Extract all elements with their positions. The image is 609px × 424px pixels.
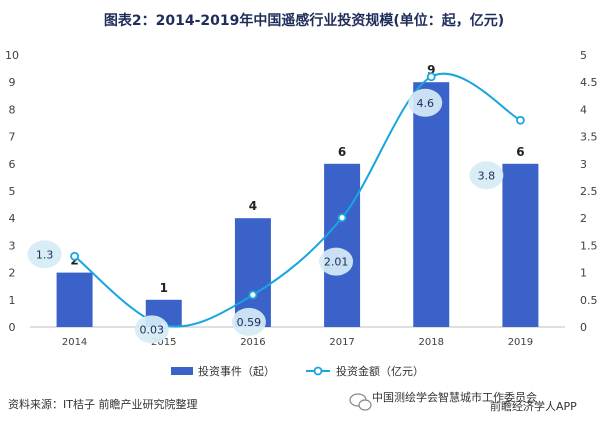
x-axis-tick: 2018 [419, 337, 444, 348]
legend-line-label: 投资金额（亿元） [336, 364, 424, 378]
right-axis-tick: 4 [580, 103, 587, 116]
left-axis-tick: 10 [5, 49, 19, 62]
left-axis-tick: 2 [9, 267, 16, 280]
line-label-bubble [408, 88, 443, 117]
bar [324, 163, 361, 327]
line-point [70, 251, 79, 261]
right-axis-tick: 1.5 [580, 239, 598, 252]
line-label-bubble [319, 247, 354, 276]
right-axis-tick: 5 [580, 49, 587, 62]
x-axis-tick: 2015 [151, 337, 176, 348]
x-axis-tick: 2017 [329, 337, 354, 348]
legend-bar-label: 投资事件（起） [198, 364, 275, 378]
right-axis-tick: 4.5 [580, 76, 598, 89]
right-axis-tick: 2.5 [580, 185, 598, 198]
bar-value-label: 6 [338, 145, 346, 159]
right-axis-tick: 0.5 [580, 294, 598, 307]
line-path [73, 72, 521, 328]
chart-title: 图表2：2014-2019年中国遥感行业投资规模(单位：起，亿元) [104, 12, 504, 29]
right-axis-tick: 2 [580, 212, 587, 225]
left-axis-tick: 9 [9, 76, 16, 89]
left-axis-tick: 0 [9, 321, 16, 334]
bar-value-label: 4 [249, 199, 257, 213]
bar-series: 214696 [56, 63, 539, 327]
line-value-label: 3.8 [478, 169, 496, 182]
x-axis-tick: 2016 [240, 337, 265, 348]
line-value-label: 2.01 [324, 256, 349, 269]
bar-value-label: 6 [516, 145, 524, 159]
bar-value-label: 1 [160, 281, 168, 295]
line-series: 1.3 0.03 0.59 2.01 4.6 3.8 [27, 72, 525, 344]
left-axis-tick: 8 [9, 103, 16, 116]
line-point [426, 72, 436, 82]
line-point [248, 290, 258, 300]
footer: 资料来源：IT桔子 前瞻产业研究院整理 中国测绘学会智慧城市工作委员会 前瞻经济… [8, 390, 577, 413]
right-axis-tick: 1 [580, 267, 587, 280]
wechat-account: 中国测绘学会智慧城市工作委员会 [372, 390, 537, 404]
source-text: 资料来源：IT桔子 前瞻产业研究院整理 [8, 397, 197, 411]
left-axis-tick: 4 [9, 212, 16, 225]
wechat-icon [349, 393, 372, 411]
line-label-bubble [231, 307, 266, 336]
line-label-bubble [27, 240, 62, 269]
legend-bar-swatch [171, 367, 193, 375]
legend: 投资事件（起） 投资金额（亿元） [171, 364, 424, 378]
bar [56, 272, 93, 327]
right-axis-tick: 3.5 [580, 131, 598, 144]
left-axis-tick: 7 [9, 131, 16, 144]
line-label-bubble [469, 161, 504, 190]
x-axis-tick: 2014 [62, 337, 87, 348]
line-value-label: 0.59 [237, 316, 262, 329]
bar [413, 82, 450, 327]
line-value-label: 0.03 [140, 323, 165, 336]
line-value-label: 1.3 [36, 248, 54, 261]
left-axis-tick: 6 [9, 158, 16, 171]
right-axis-tick: 0 [580, 321, 587, 334]
line-label-bubble [134, 315, 169, 344]
axes: 0 1 2 3 4 5 6 7 8 9 10 0 0.5 1 1.5 2 2.5 3 3.5 4 4.5 5 2014 201… [5, 49, 598, 348]
left-axis-tick: 1 [9, 294, 16, 307]
left-axis-tick: 3 [9, 239, 16, 252]
bar-value-label: 9 [427, 63, 435, 77]
app-name: 前瞻经济学人APP [490, 399, 577, 413]
line-value-label: 4.6 [417, 97, 435, 110]
left-axis-tick: 5 [9, 185, 16, 198]
bar [502, 163, 539, 327]
legend-line-marker [313, 366, 323, 376]
line-point [337, 213, 347, 223]
line-point [516, 115, 525, 125]
x-axis-tick: 2019 [508, 337, 533, 348]
right-axis-tick: 3 [580, 158, 587, 171]
